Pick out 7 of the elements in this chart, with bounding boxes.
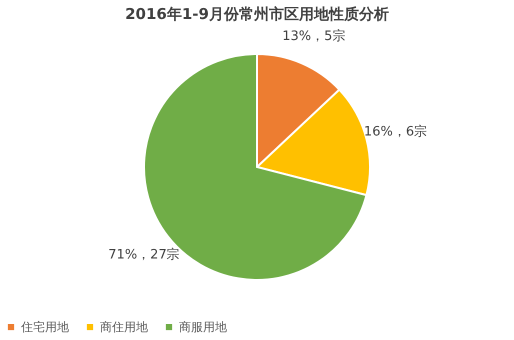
data-label: 71%，27宗 [108, 246, 180, 263]
data-label: 16%，6宗 [364, 123, 428, 140]
legend-label: 住宅用地 [20, 320, 69, 334]
chart-title: 2016年1-9月份常州市区用地性质分析 [125, 4, 389, 23]
legend-label: 商服用地 [179, 320, 227, 334]
data-label: 13%，5宗 [282, 28, 346, 44]
legend-label: 商住用地 [100, 320, 148, 334]
